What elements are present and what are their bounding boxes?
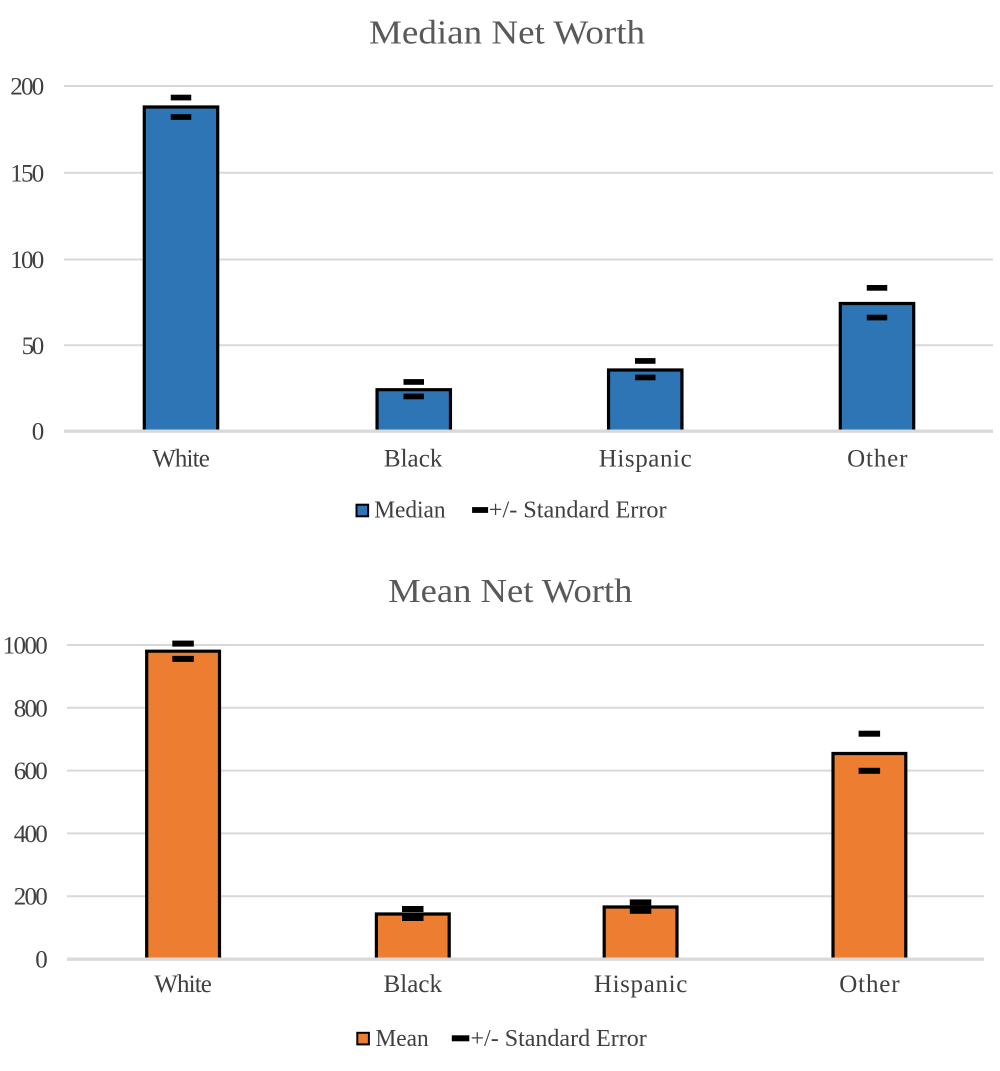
svg-text:Median: Median [374,496,445,523]
svg-text:White: White [152,446,210,473]
svg-text:0: 0 [35,947,48,974]
svg-text:100: 100 [10,247,44,274]
svg-text:Hispanic: Hispanic [594,971,688,998]
svg-text:800: 800 [14,695,48,722]
svg-text:White: White [154,971,212,998]
svg-text:400: 400 [14,821,48,848]
svg-text:+/- Standard Error: +/- Standard Error [471,1025,647,1052]
svg-text:200: 200 [14,884,48,911]
svg-text:200: 200 [10,74,44,101]
svg-text:Black: Black [384,971,443,998]
svg-text:Other: Other [847,446,908,473]
svg-text:150: 150 [10,160,44,187]
svg-text:+/- Standard Error: +/- Standard Error [489,496,667,523]
svg-text:Mean: Mean [376,1025,429,1052]
svg-text:0: 0 [32,419,45,446]
svg-text:Hispanic: Hispanic [599,446,692,473]
svg-text:1000: 1000 [3,633,48,660]
svg-text:Other: Other [839,971,900,998]
svg-text:Black: Black [384,446,443,473]
svg-text:Mean Net Worth: Mean Net Worth [388,573,632,610]
svg-text:Median Net Worth: Median Net Worth [369,14,645,51]
svg-text:50: 50 [22,333,45,360]
svg-text:600: 600 [14,758,48,785]
